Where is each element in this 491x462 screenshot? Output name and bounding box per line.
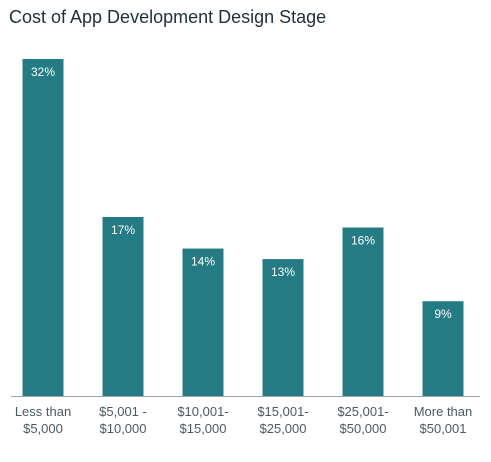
bar-value-label-6: 9% <box>434 307 452 321</box>
x-tick-label-1: Less than $5,000 <box>15 404 71 436</box>
x-tick-label-6: More than $50,001 <box>414 404 473 436</box>
x-tick-label-3: $10,001- $15,000 <box>177 404 228 436</box>
x-tick-label-line: $15,001- <box>257 404 308 419</box>
x-tick-label-line: $10,001- <box>177 404 228 419</box>
bar-value-label-4: 13% <box>271 265 295 279</box>
x-tick-label-line: $50,000 <box>340 421 387 436</box>
bar-2 <box>102 216 144 396</box>
x-tick-label-line: $5,000 <box>23 421 63 436</box>
chart-title: Cost of App Development Design Stage <box>9 7 327 27</box>
bar-3 <box>182 248 224 396</box>
x-tick-label-line: $5,001 - <box>99 404 147 419</box>
x-tick-label-2: $5,001 - $10,000 <box>99 404 147 436</box>
bar-value-label-5: 16% <box>351 234 375 248</box>
bar-6 <box>422 301 464 396</box>
bar-value-label-2: 17% <box>111 223 135 237</box>
x-tick-label-line: Less than <box>15 404 71 419</box>
x-tick-label-line: $15,000 <box>180 421 227 436</box>
x-tick-label-line: $25,000 <box>260 421 307 436</box>
x-tick-label-5: $25,001- $50,000 <box>337 404 388 436</box>
bar-value-label-3: 14% <box>191 255 215 269</box>
x-tick-label-line: $50,001 <box>420 421 467 436</box>
x-tick-label-line: More than <box>414 404 473 419</box>
bar-4 <box>262 259 304 396</box>
x-tick-label-4: $15,001- $25,000 <box>257 404 308 436</box>
bar-1 <box>22 59 64 396</box>
bar-value-label-1: 32% <box>31 65 55 79</box>
x-tick-label-line: $25,001- <box>337 404 388 419</box>
bars-layer: 32% 17% 14% 13% 16% 9% <box>22 59 464 396</box>
x-tick-label-line: $10,000 <box>100 421 147 436</box>
bar-5 <box>342 227 384 396</box>
tick-labels-layer: Less than $5,000$5,001 -$10,000$10,001-$1… <box>15 404 472 436</box>
